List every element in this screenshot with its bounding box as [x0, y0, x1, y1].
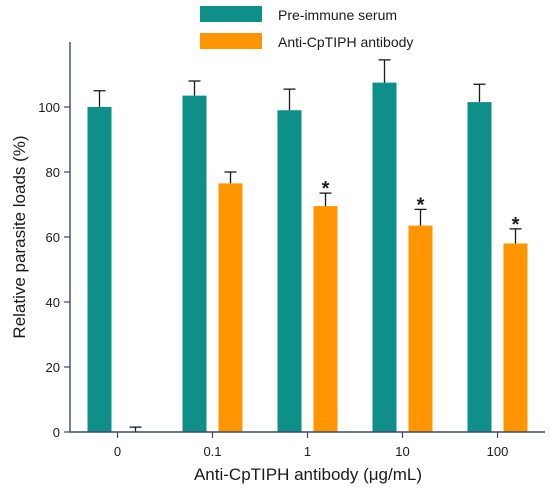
bar-pre-immune-serum-0 — [87, 107, 112, 432]
bar-anti-cptiph-antibody-1 — [313, 206, 338, 432]
x-tick-label-0-1: 0.1 — [203, 444, 221, 459]
y-tick-label-40: 40 — [46, 295, 60, 310]
bar-pre-immune-serum-10 — [372, 82, 397, 432]
bar-pre-immune-serum-0-1 — [182, 95, 207, 432]
x-axis-title: Anti-CpTIPH antibody (μg/mL) — [194, 465, 422, 484]
y-tick-label-20: 20 — [46, 360, 60, 375]
x-tick-label-0: 0 — [114, 444, 121, 459]
plot-area: 0 0.1 1 10 100 * * * 0 20 40 60 80 100 — [38, 42, 545, 459]
y-tick-label-0: 0 — [53, 425, 60, 440]
y-tick-label-60: 60 — [46, 230, 60, 245]
legend-label-anti-cptiph-antibody: Anti-CpTIPH antibody — [278, 34, 413, 50]
chart-legend: Pre-immune serum Anti-CpTIPH antibody — [200, 6, 413, 50]
legend-swatch-anti-cptiph-antibody — [200, 33, 262, 49]
y-tick-label-100: 100 — [38, 100, 60, 115]
x-tick-label-100: 100 — [487, 444, 509, 459]
y-axis-title: Relative parasite loads (%) — [10, 135, 29, 338]
bar-anti-cptiph-antibody-100 — [503, 243, 528, 432]
bar-pre-immune-serum-100 — [467, 102, 492, 432]
y-tick-label-80: 80 — [46, 165, 60, 180]
bar-anti-cptiph-antibody-10 — [408, 225, 433, 432]
x-tick-label-1: 1 — [304, 444, 311, 459]
legend-swatch-pre-immune-serum — [200, 6, 262, 22]
legend-label-pre-immune-serum: Pre-immune serum — [278, 7, 397, 23]
x-tick-label-10: 10 — [395, 444, 409, 459]
bar-anti-cptiph-antibody-0-1 — [218, 183, 243, 432]
significance-marker-10: * — [417, 194, 425, 216]
bar-pre-immune-serum-1 — [277, 110, 302, 432]
significance-marker-100: * — [512, 214, 520, 236]
significance-marker-1: * — [322, 178, 330, 200]
